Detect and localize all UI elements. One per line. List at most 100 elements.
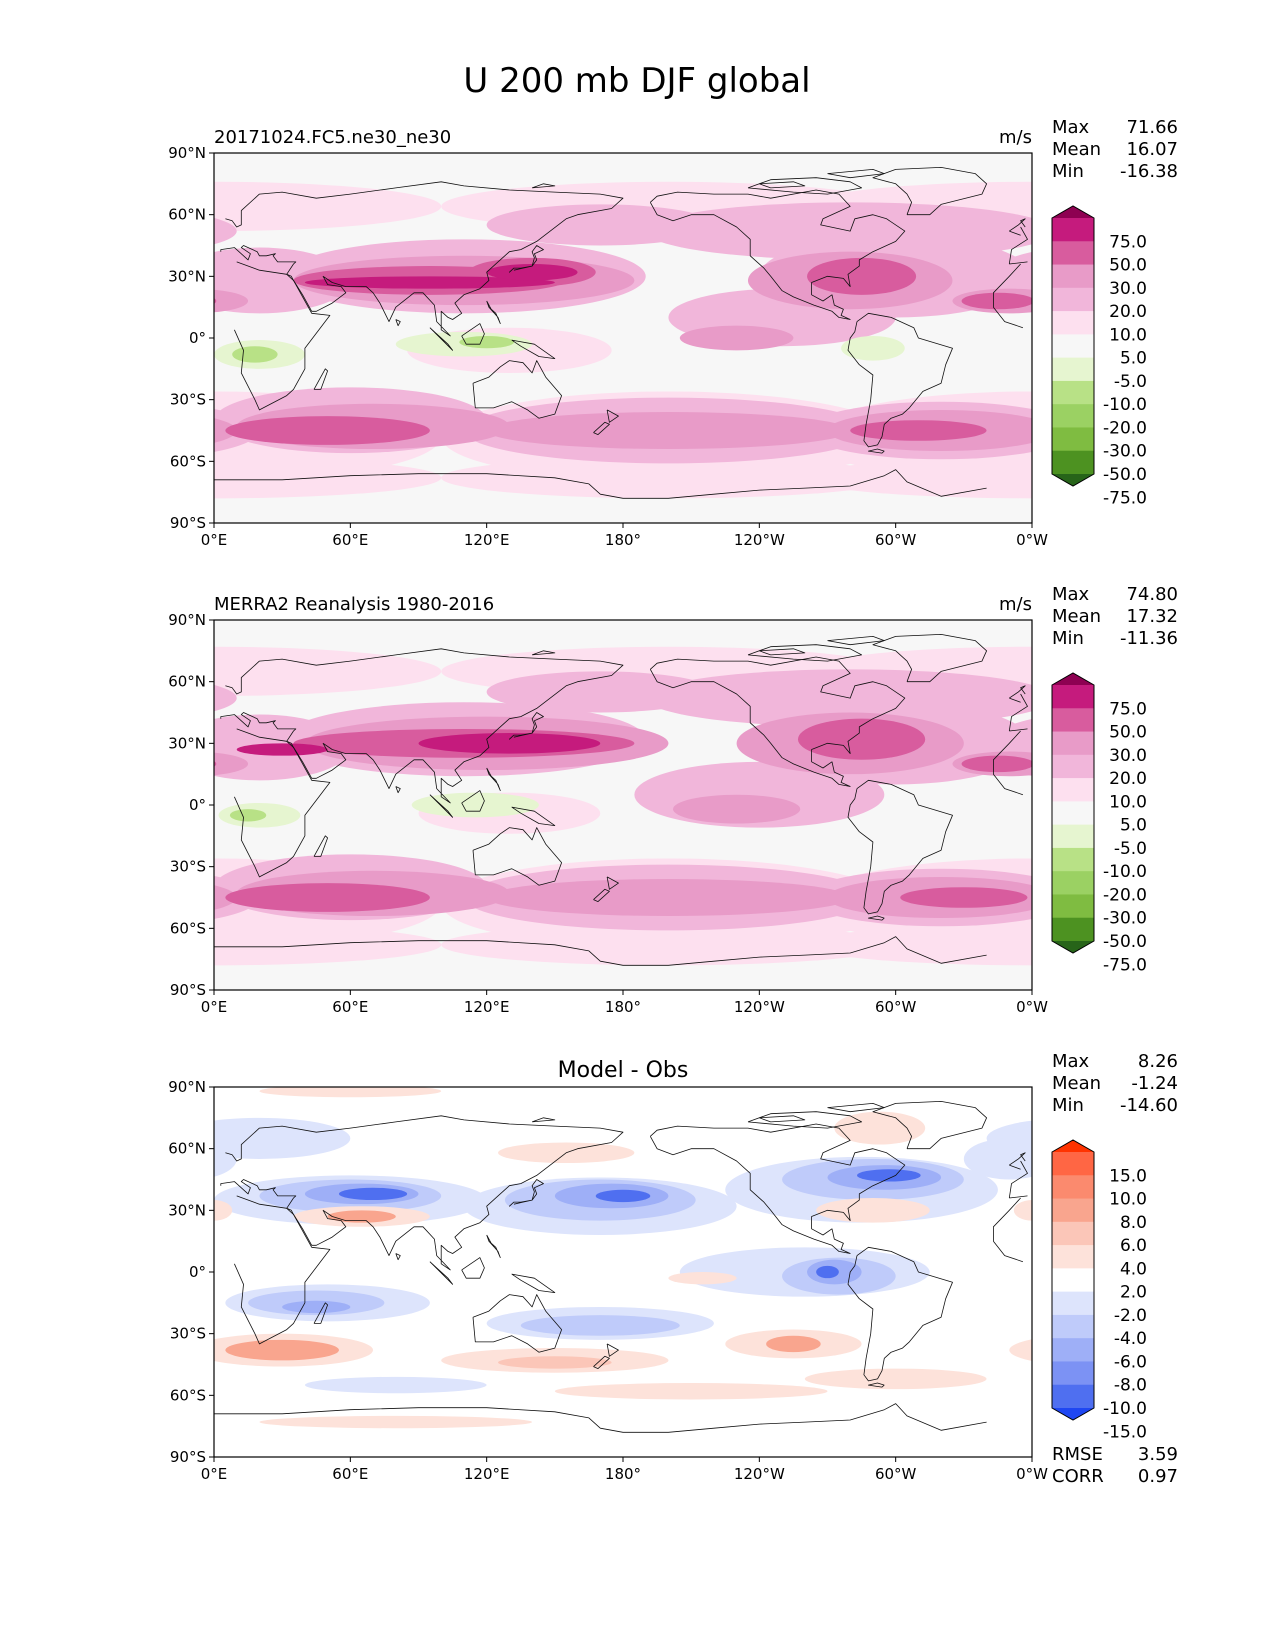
coastline (649, 1123, 906, 1254)
contour-region (282, 1300, 351, 1314)
coastline (511, 1273, 556, 1293)
contour-region (0, 1157, 180, 1223)
coastline (220, 181, 1028, 337)
coastline (747, 177, 862, 195)
colorbar-swatch (1052, 1245, 1094, 1269)
y-tick-label: 60°S (170, 1386, 206, 1404)
colorbar-swatch (1052, 1361, 1094, 1386)
colorbar-label: 5.0 (1120, 349, 1147, 369)
contour-region (214, 1141, 237, 1177)
x-tick-label: 180° (605, 1465, 641, 1483)
colorbar-label: 8.0 (1120, 1213, 1147, 1233)
rmse-label: RMSE (1052, 1444, 1103, 1465)
colorbar-swatch (1052, 334, 1094, 359)
y-tick-label: 60°N (168, 673, 206, 691)
contour-region (1013, 1200, 1032, 1221)
corr-value: 0.97 (1138, 1466, 1178, 1487)
contour-region (214, 457, 442, 499)
colorbar-label: 4.0 (1120, 1259, 1147, 1279)
colorbar-label: -5.0 (1114, 839, 1147, 859)
colorbar-label: 15.0 (1109, 1166, 1147, 1186)
map-field (0, 620, 1275, 990)
coastline (214, 936, 987, 966)
contour-region (10, 1165, 124, 1190)
coastline (649, 656, 906, 787)
coastline (220, 648, 1028, 804)
contour-region (259, 1415, 533, 1429)
coastline (472, 1294, 562, 1353)
coastline (827, 1103, 885, 1113)
coastline (759, 181, 806, 189)
contour-region (214, 752, 249, 776)
contour-region (338, 1187, 408, 1201)
units-label: m/s (999, 594, 1032, 615)
contour-region (816, 1265, 839, 1279)
colorbar-swatch (1052, 218, 1094, 242)
colorbar-outline (1051, 672, 1095, 954)
colorbar-label: 5.0 (1120, 816, 1147, 836)
coastline (649, 189, 906, 320)
y-tick-label: 60°N (168, 206, 206, 224)
contour-region (961, 292, 1032, 310)
coastline (313, 1302, 328, 1324)
contour-region (0, 762, 66, 828)
contour-region (797, 718, 926, 760)
contour-region (679, 325, 794, 351)
colorbar-label: -30.0 (1103, 909, 1147, 929)
contour-region (857, 1169, 921, 1182)
y-tick-label: 60°S (170, 452, 206, 470)
contour-region (1259, 182, 1275, 231)
coastline (872, 634, 987, 683)
coastline (486, 767, 501, 791)
colorbar-swatch (1052, 1152, 1094, 1176)
contour-region (816, 1198, 930, 1223)
colorbar-swatch (1052, 1198, 1094, 1223)
coastline (220, 1115, 1028, 1271)
contour-region (961, 755, 1032, 773)
contour-region (1259, 457, 1275, 498)
map-panel-1: 0°E 60°E 120°E 180° 120°W 60°W 0°W 90°N 60°N 30°N… (168, 117, 1275, 549)
coastline (531, 650, 556, 656)
contour-region (0, 858, 78, 948)
x-tick-label: 0°W (1016, 531, 1048, 549)
contour-region (486, 879, 851, 916)
x-tick-label: 60°E (332, 998, 368, 1016)
colorbar-extend-bottom (1052, 474, 1094, 486)
contour-region (1259, 391, 1275, 481)
y-tick-label: 90°N (168, 144, 206, 162)
contour-region (0, 1198, 112, 1223)
x-tick-label: 0°E (201, 998, 228, 1016)
coastline (234, 728, 1024, 878)
contour-region (441, 924, 896, 966)
colorbar-swatch (1052, 801, 1094, 826)
contour-region (214, 217, 237, 245)
coastline (511, 339, 556, 359)
colorbar-swatch (1052, 287, 1094, 312)
contour-region (214, 289, 249, 313)
x-tick-label: 60°E (332, 531, 368, 549)
contour-region (225, 416, 430, 445)
colorbar-label: -75.0 (1103, 488, 1147, 508)
contour-region (1077, 1180, 1259, 1213)
colorbar-label: -50.0 (1103, 932, 1147, 952)
colorbar: 75.0 50.0 30.0 20.0 10.0 5.0 -5.0 -10.0 -20.0 -30… (1051, 205, 1147, 508)
y-tick-label: 30°N (168, 1201, 206, 1219)
coastline (827, 169, 885, 179)
y-tick-label: 90°N (168, 1078, 206, 1096)
coastline (868, 448, 885, 454)
contour-region (0, 1260, 44, 1285)
colorbar-swatch (1052, 241, 1094, 266)
colorbar-label: 2.0 (1120, 1283, 1147, 1303)
contour-region (214, 247, 351, 314)
colorbar-swatch (1052, 824, 1094, 849)
map-panel-2: 0°E 60°E 120°E 180° 120°W 60°W 0°W 90°N 60°N 30°N… (0, 584, 1275, 1016)
colorbar-outline (1051, 1139, 1095, 1421)
x-tick-label: 0°W (1016, 1465, 1048, 1483)
contour-region (1230, 793, 1275, 818)
colorbar-label: -4.0 (1114, 1329, 1147, 1349)
coastline (395, 786, 401, 794)
x-tick-label: 60°W (875, 1465, 917, 1483)
colorbar-swatch (1052, 427, 1094, 452)
y-tick-label: 0° (189, 1263, 206, 1281)
contour-region (214, 684, 237, 712)
